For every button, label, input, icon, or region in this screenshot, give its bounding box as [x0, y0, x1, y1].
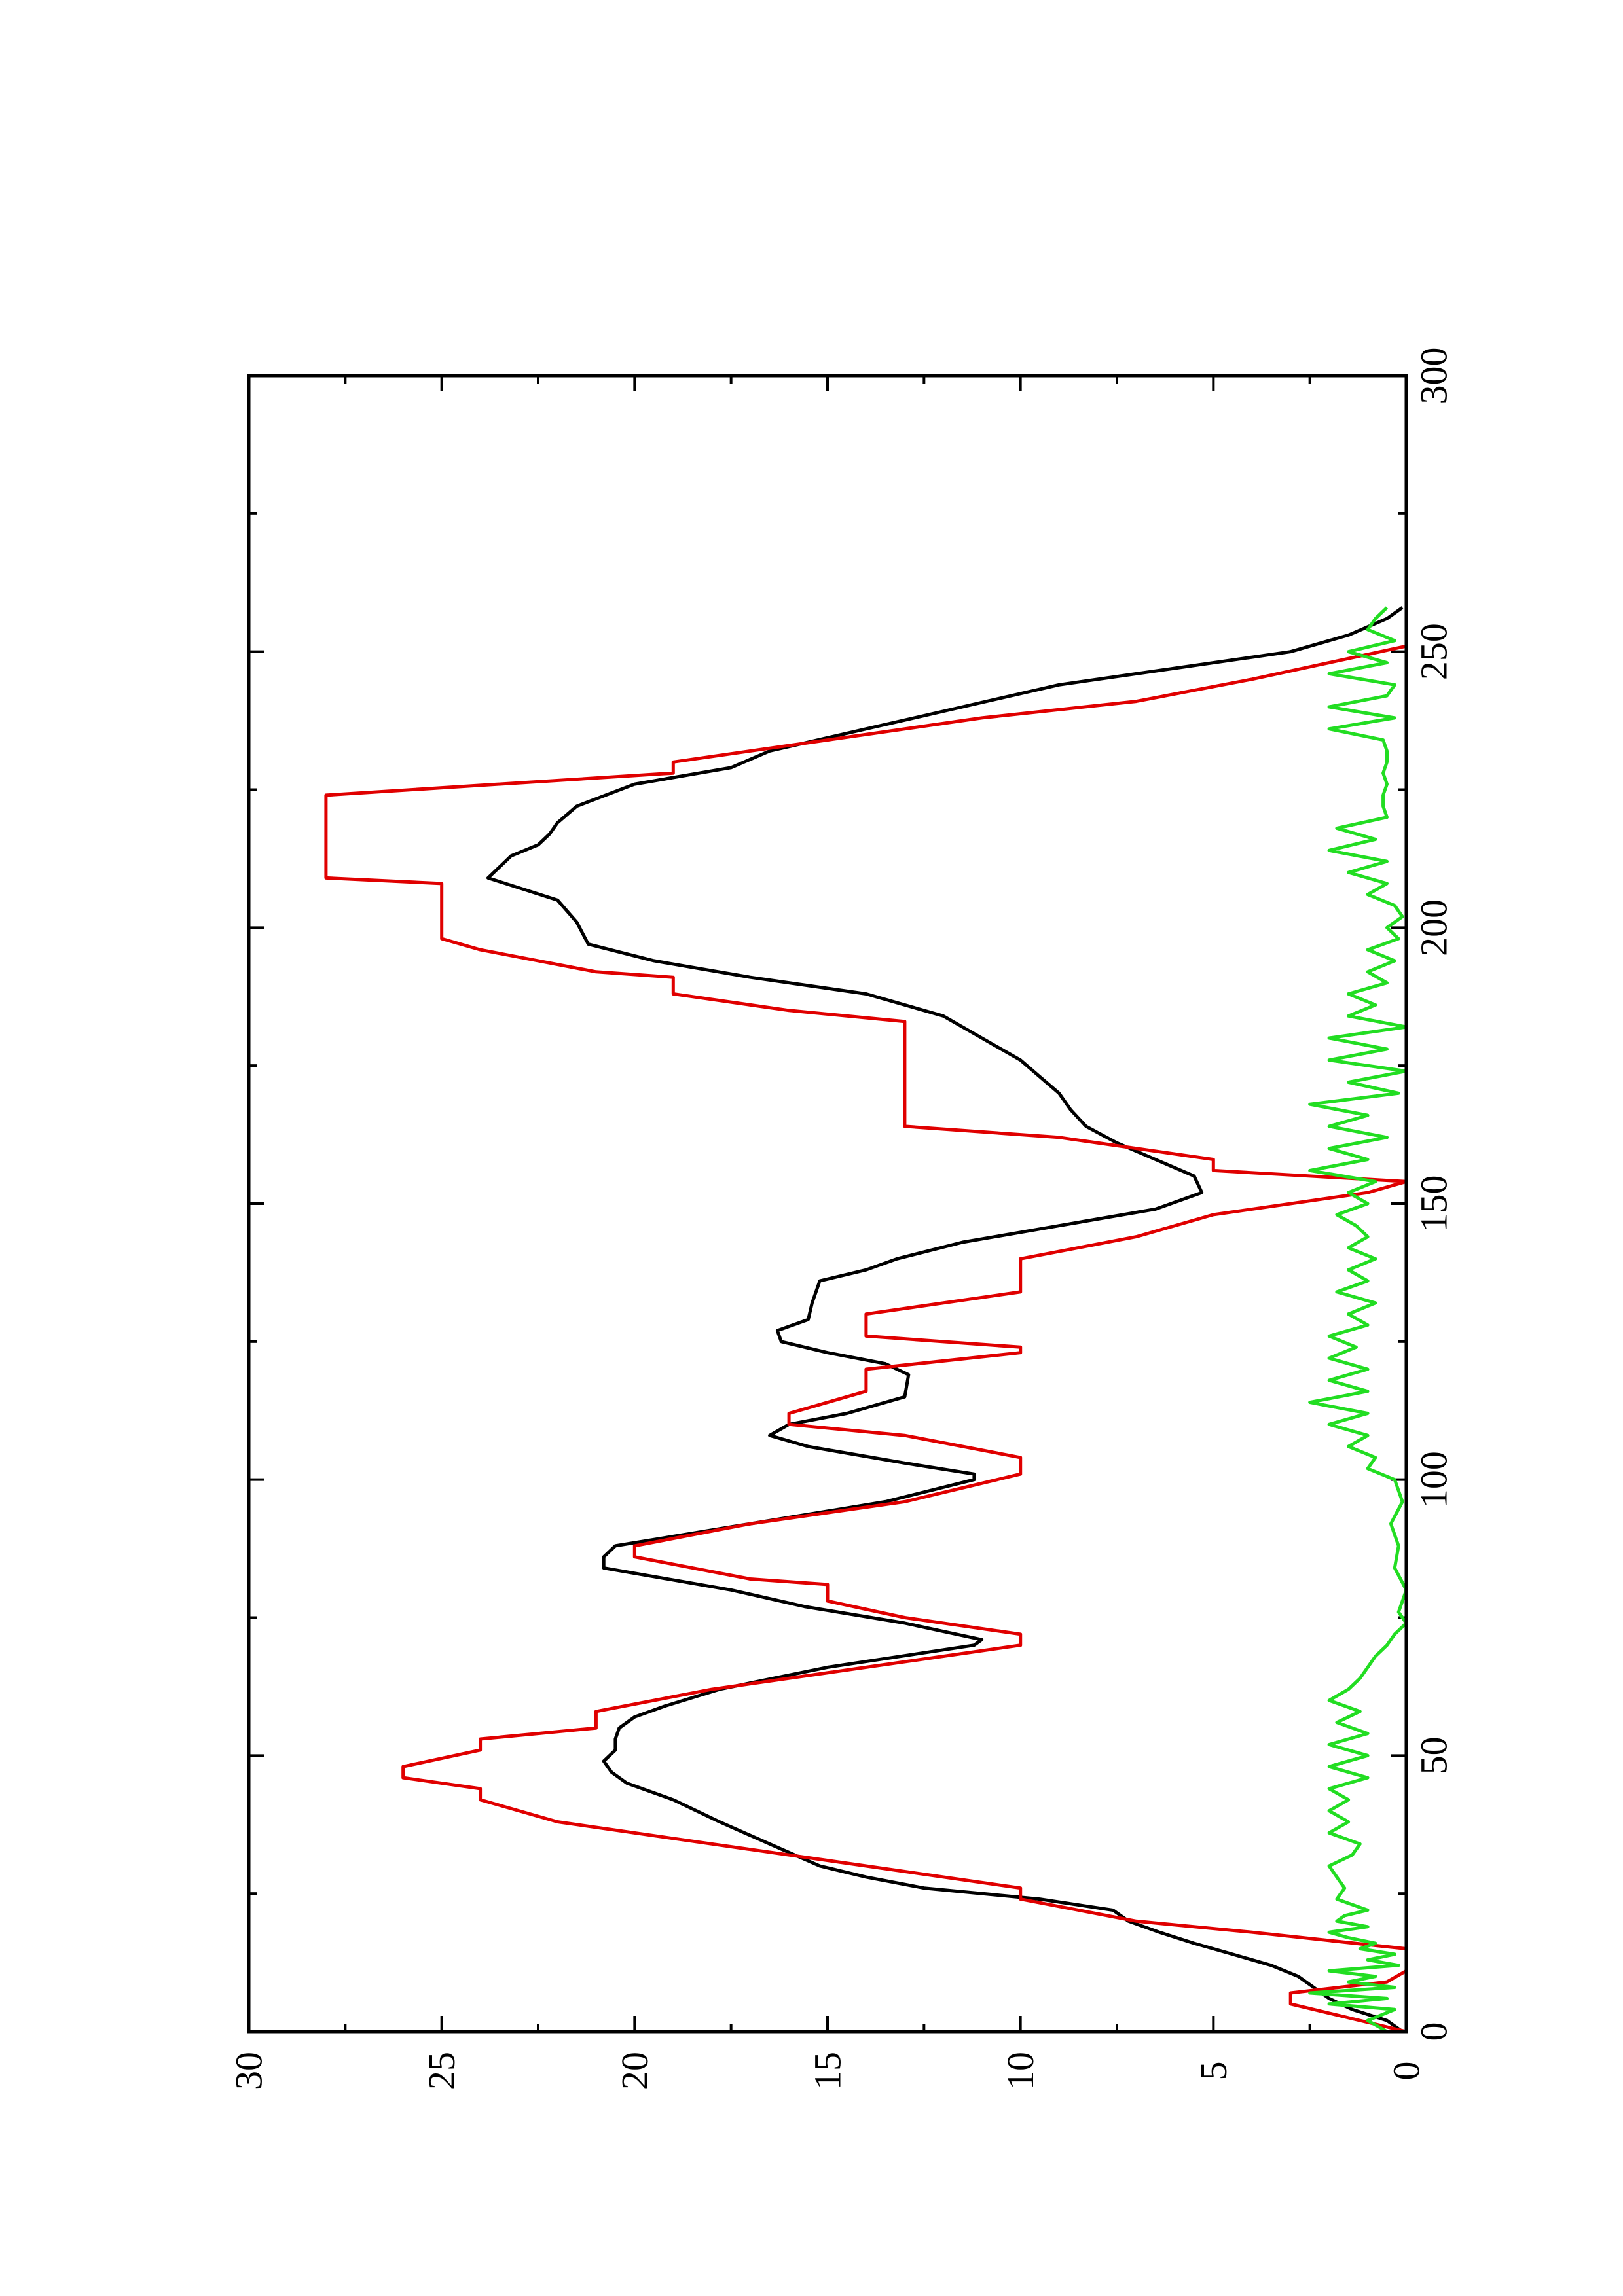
x-tick-label: 50: [1413, 1736, 1455, 1774]
plot-frame: [247, 374, 1408, 2034]
x-tick-label: 300: [1413, 348, 1455, 404]
y-tick-labels: 0 5 10 15 20 25 30: [228, 2052, 1428, 2090]
x-tick-label: 200: [1413, 899, 1455, 956]
x-tick-label: 100: [1413, 1451, 1455, 1508]
tick-marks: [247, 374, 1408, 2033]
y-tick-label: 30: [228, 2052, 270, 2090]
y-tick-label: 0: [1385, 2062, 1428, 2081]
y-tick-label: 10: [999, 2052, 1042, 2090]
series-layer: [324, 606, 1408, 2034]
series-line-1: [486, 606, 1404, 2034]
x-tick-label: 0: [1413, 2022, 1455, 2041]
y-tick-label: 5: [1192, 2062, 1235, 2081]
x-tick-labels: 0 50 100 150 200 250 300: [1413, 348, 1455, 2041]
x-tick-label: 150: [1413, 1175, 1455, 1232]
y-tick-label: 25: [420, 2052, 463, 2090]
y-tick-label: 20: [613, 2052, 656, 2090]
series-line-3: [1308, 606, 1408, 2034]
y-tick-label: 15: [807, 2052, 849, 2090]
x-tick-label: 250: [1413, 623, 1455, 680]
series-line-2: [324, 644, 1408, 2034]
